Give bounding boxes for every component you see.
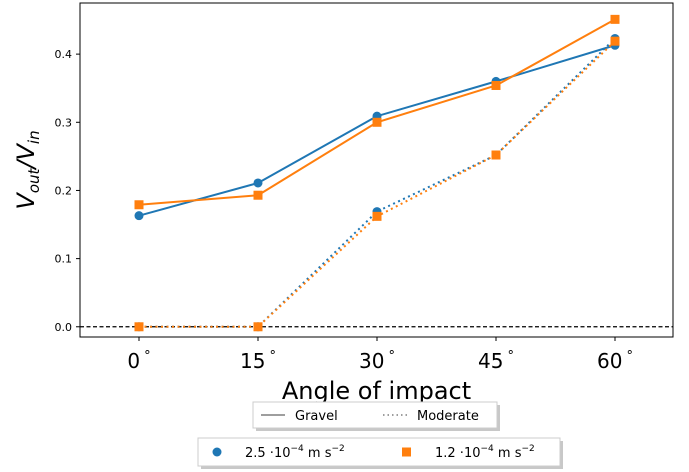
legend-conc1-marker	[212, 447, 222, 457]
legend-style: Gravel Moderate	[252, 401, 500, 431]
x-tick-degree: °	[626, 349, 633, 364]
legend-style-box	[252, 401, 498, 429]
x-tick-value: 0	[127, 349, 140, 373]
legend-concentration: 2.5 ·10−4 m s−2 1.2 ·10−4 m s−2	[197, 437, 563, 469]
legend-moderate-label: Moderate	[417, 409, 479, 424]
y-axis: 0.0 0.1 0.2 0.3 0.4	[55, 48, 80, 334]
data-point-moderate-c2	[610, 36, 620, 46]
legend-conc2-exp: −4	[480, 444, 494, 454]
legend-conc1-pre: 2.5 ·10	[245, 446, 290, 461]
x-tick-degree: °	[388, 349, 395, 364]
data-point-moderate-c2	[491, 150, 501, 160]
data-point-moderate-c2	[253, 322, 263, 332]
legend-conc-box	[197, 437, 561, 467]
y-tick-label: 0.0	[55, 321, 73, 334]
legend-conc2-pre: 1.2 ·10	[435, 446, 480, 461]
x-tick-degree: °	[144, 349, 151, 364]
series-layer	[80, 14, 673, 332]
data-point-moderate-c2	[134, 322, 144, 332]
legend-conc2-unit-exp: −2	[521, 444, 534, 454]
x-axis-title: Angle of impact	[282, 377, 471, 405]
x-tick-degree: °	[269, 349, 276, 364]
data-point-gravel-c2	[610, 14, 620, 24]
data-point-gravel-c1	[253, 178, 263, 188]
x-tick-label: 45 °	[478, 349, 514, 373]
plot-area	[79, 2, 674, 338]
x-tick-label: 15 °	[240, 349, 276, 373]
x-axis: 0 ° 15 ° 30 ° 45 ° 60 °	[127, 337, 633, 373]
legend-conc2-label: 1.2 ·10−4 m s−2	[435, 444, 535, 461]
x-tick-label: 0 °	[127, 349, 150, 373]
legend-gravel-label: Gravel	[295, 409, 338, 424]
y-axis-title: Vout/Vin	[12, 130, 43, 209]
legend-conc1-unit-exp: −2	[331, 444, 344, 454]
y-axis-title-den-sub: in	[25, 130, 43, 144]
data-point-gravel-c2	[253, 190, 263, 200]
data-point-moderate-c2	[372, 211, 382, 221]
x-tick-label: 30 °	[359, 349, 395, 373]
data-point-gravel-c1	[134, 211, 144, 221]
x-tick-degree: °	[507, 349, 514, 364]
legend-conc2-marker	[402, 447, 411, 457]
x-tick-label: 60 °	[597, 349, 633, 373]
x-tick-value: 30	[359, 349, 384, 373]
y-tick-label: 0.3	[55, 116, 73, 129]
legend-conc1-unit: m s	[304, 446, 332, 461]
x-tick-value: 45	[478, 349, 503, 373]
x-tick-value: 60	[597, 349, 622, 373]
y-axis-title-sep: /V	[12, 143, 40, 171]
y-tick-label: 0.2	[55, 184, 73, 197]
legend-conc2-unit: m s	[494, 446, 522, 461]
legend-conc1-label: 2.5 ·10−4 m s−2	[245, 444, 345, 461]
data-point-gravel-c2	[491, 80, 501, 90]
y-tick-label: 0.4	[55, 48, 73, 61]
x-tick-value: 15	[240, 349, 265, 373]
data-point-gravel-c2	[134, 200, 144, 210]
y-axis-title-main: V	[12, 192, 40, 210]
data-point-gravel-c2	[372, 117, 382, 127]
y-tick-label: 0.1	[55, 253, 73, 266]
legend-conc1-exp: −4	[290, 444, 304, 454]
y-axis-title-num-sub: out	[25, 167, 43, 193]
